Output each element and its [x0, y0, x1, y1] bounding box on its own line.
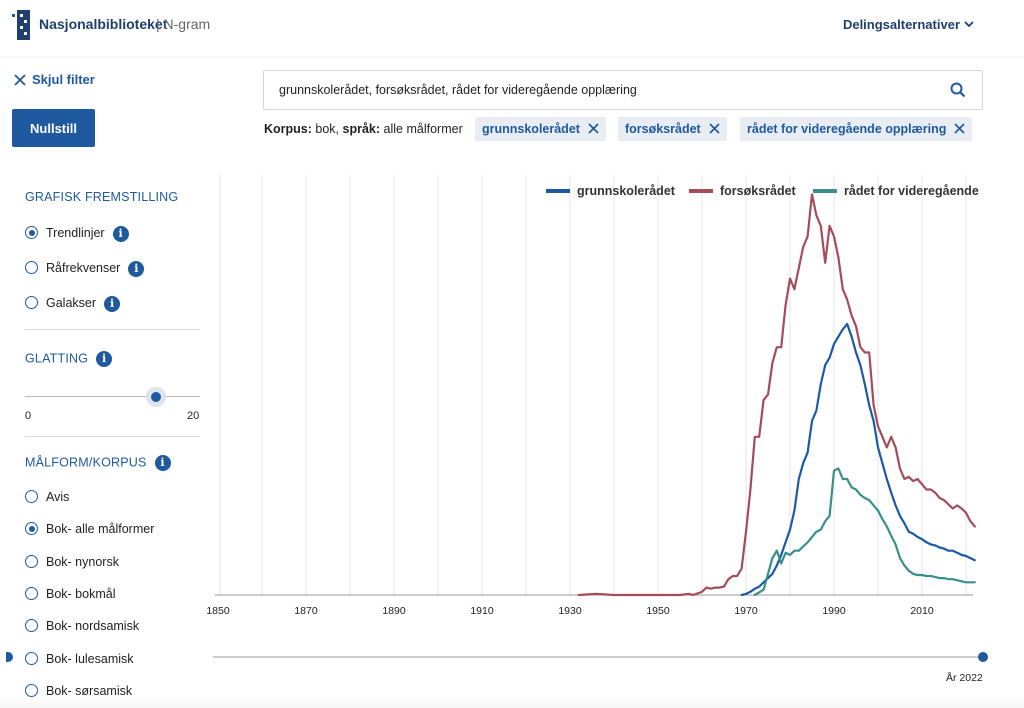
info-icon[interactable]: i	[128, 260, 145, 277]
chip-label: rådet for videregående opplæring	[747, 122, 947, 136]
radio-label: Bok- nordsamisk	[46, 619, 140, 633]
radio-button[interactable]	[25, 296, 38, 309]
radio-button[interactable]	[25, 261, 38, 274]
main-area: Skjul filter Nullstill GRAFISK FREMSTILL…	[0, 56, 1024, 708]
chevron-down-icon	[964, 21, 974, 28]
radio-button[interactable]	[25, 490, 38, 503]
radio-corpus-bok-lulesamisk[interactable]: Bok- lulesamisk	[25, 650, 134, 668]
share-options-label: Delingsalternativer	[842, 17, 960, 32]
radio-button[interactable]	[25, 522, 38, 535]
x-tick-label: 1970	[734, 605, 758, 617]
radio-label: Galakser	[46, 296, 97, 310]
nb-logo-icon[interactable]	[12, 10, 34, 40]
product-name: | N-gram	[156, 16, 211, 32]
radio-label: Bok- lulesamisk	[46, 652, 134, 666]
radio-galaxies[interactable]: Galakser i	[25, 294, 121, 312]
close-icon	[14, 74, 26, 86]
radio-label: Avis	[46, 490, 70, 504]
radio-button[interactable]	[25, 652, 38, 665]
hide-filter-label: Skjul filter	[32, 72, 95, 87]
radio-button[interactable]	[25, 619, 38, 632]
radio-corpus-avis[interactable]: Avis	[25, 488, 69, 506]
year-range-start-handle[interactable]	[6, 652, 13, 662]
x-tick-label: 1850	[206, 605, 230, 617]
year-range-label: År 2022	[946, 672, 983, 684]
chip-label: forsøksrådet	[625, 122, 701, 136]
search-icon[interactable]	[950, 82, 966, 98]
series-line	[740, 322, 976, 597]
smoothing-section-title: GLATTING i	[25, 351, 113, 367]
close-icon[interactable]	[588, 123, 599, 134]
radio-corpus-bok-nynorsk[interactable]: Bok- nynorsk	[25, 553, 119, 571]
radio-label: Råfrekvenser	[46, 261, 121, 275]
x-tick-label: 1990	[822, 605, 846, 617]
smoothing-slider-handle[interactable]	[151, 392, 161, 402]
search-chip[interactable]: grunnskolerådet	[475, 117, 606, 141]
language-value: alle målformer	[383, 122, 463, 136]
radio-button[interactable]	[25, 555, 38, 568]
x-tick-label: 1930	[558, 605, 582, 617]
bottom-fade	[0, 696, 1024, 708]
radio-trendlines[interactable]: Trendlinjer i	[25, 224, 129, 242]
smoothing-slider-track[interactable]	[25, 396, 200, 397]
radio-corpus-bok-nordsamisk[interactable]: Bok- nordsamisk	[25, 617, 139, 635]
smoothing-title-label: GLATTING	[25, 351, 89, 366]
year-range-end-handle[interactable]	[978, 652, 988, 662]
corpus-value: bok,	[315, 122, 340, 136]
x-tick-label: 1910	[470, 605, 494, 617]
legend-label: grunnskolerådet	[577, 184, 676, 198]
info-icon[interactable]: i	[96, 351, 113, 367]
corpus-key: Korpus:	[264, 122, 312, 136]
ngram-chart[interactable]: 1850 1870 1890 1910 1930 1950 1970 1990 2010 grun…	[205, 171, 995, 671]
divider	[25, 329, 200, 330]
radio-label: Bok- bokmål	[46, 587, 116, 601]
corpus-title-label: MÅLFORM/KORPUS	[25, 455, 147, 470]
x-tick-label: 1870	[294, 605, 318, 617]
radio-corpus-bok-bokmal[interactable]: Bok- bokmål	[25, 585, 115, 603]
smoothing-max-label: 20	[187, 410, 200, 422]
radio-label: Trendlinjer	[46, 226, 105, 240]
search-input[interactable]: grunnskolerådet, forsøksrådet, rådet for…	[279, 83, 637, 97]
app-header: Nasjonalbiblioteket | N-gram Delingsalte…	[0, 0, 1024, 56]
smoothing-min-label: 0	[25, 410, 32, 422]
reset-button[interactable]: Nullstill	[12, 109, 95, 147]
radio-label: Bok- nynorsk	[46, 555, 119, 569]
divider	[25, 436, 200, 437]
x-tick-label: 1890	[382, 605, 406, 617]
radio-button[interactable]	[25, 226, 38, 239]
language-key: språk:	[342, 122, 381, 136]
series-line	[753, 467, 976, 597]
x-tick-label: 1950	[646, 605, 670, 617]
legend-label: forsøksrådet	[720, 184, 797, 198]
series-line	[577, 193, 976, 597]
search-chip[interactable]: forsøksrådet	[618, 117, 727, 141]
info-icon[interactable]: i	[104, 295, 121, 312]
hide-filter-button[interactable]: Skjul filter	[14, 72, 95, 87]
close-icon[interactable]	[709, 123, 720, 134]
radio-corpus-bok-all[interactable]: Bok- alle målformer	[25, 520, 154, 538]
legend-label: rådet for videregående	[844, 184, 979, 198]
corpus-summary: Korpus: bok, språk: alle målformer	[264, 122, 463, 136]
radio-label: Bok- sørsamisk	[46, 684, 133, 698]
close-icon[interactable]	[954, 123, 965, 134]
graphics-section-title: GRAFISK FREMSTILLING	[25, 190, 179, 204]
radio-button[interactable]	[25, 587, 38, 600]
info-icon[interactable]: i	[112, 225, 129, 242]
info-icon[interactable]: i	[154, 455, 171, 471]
search-field[interactable]: grunnskolerådet, forsøksrådet, rådet for…	[263, 70, 983, 110]
radio-raw-frequencies[interactable]: Råfrekvenser i	[25, 259, 145, 277]
corpus-section-title: MÅLFORM/KORPUS i	[25, 455, 171, 471]
radio-label: Bok- alle målformer	[46, 522, 155, 536]
search-chip[interactable]: rådet for videregående opplæring	[740, 117, 973, 141]
x-tick-label: 2010	[910, 605, 934, 617]
brand-name[interactable]: Nasjonalbiblioteket	[39, 16, 168, 32]
chip-label: grunnskolerådet	[482, 122, 580, 136]
